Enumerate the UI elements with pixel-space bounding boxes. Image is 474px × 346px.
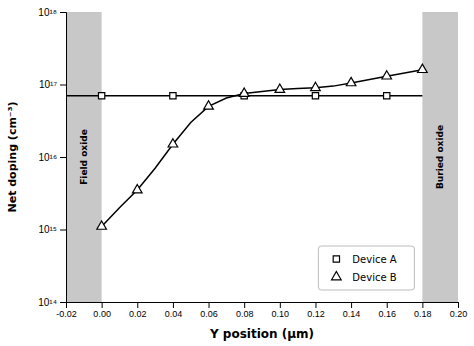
tick-mark [60, 12, 66, 13]
tick-mark [60, 85, 66, 86]
tick: 0.18 [414, 302, 432, 319]
tick-label: 0.20 [450, 309, 468, 319]
tick-mark [60, 230, 66, 231]
marker [204, 101, 214, 109]
legend-label: Device B [352, 272, 396, 283]
tick-label: 10¹⁶ [38, 152, 57, 163]
legend-box [318, 246, 414, 290]
tick: 0.14 [343, 302, 361, 319]
axis-line [67, 303, 459, 309]
marker [311, 82, 321, 90]
legend-label: Device A [352, 254, 396, 265]
region-label: Field oxide [79, 129, 89, 185]
tick-label: 10¹⁴ [38, 297, 57, 308]
tick-mark [387, 302, 388, 308]
legend-symbol [333, 256, 339, 262]
tick-label: 0.18 [414, 309, 432, 319]
x-axis-title: Y position (μm) [209, 327, 314, 341]
tick-label: 10¹⁸ [38, 7, 57, 18]
tick-label: 0.12 [307, 309, 325, 319]
tick-mark [280, 302, 281, 308]
x-axis: -0.02 0.00 0.02 0.04 0.06 0.08 0.10 0.12 0.14 0.1… [56, 302, 467, 319]
tick-label: 0.16 [378, 309, 396, 319]
marker [312, 93, 318, 99]
tick-mark [173, 302, 174, 308]
tick-mark [137, 302, 138, 308]
tick-label: 0.10 [272, 309, 290, 319]
shaded-region [66, 12, 102, 302]
tick: 0.06 [200, 302, 218, 319]
marker [168, 139, 178, 147]
marker [97, 221, 107, 229]
tick-mark [315, 302, 316, 308]
axis-line [60, 13, 67, 303]
tick: 0.10 [272, 302, 290, 319]
tick-mark [458, 302, 459, 308]
tick: 0.16 [378, 302, 396, 319]
tick-label: 10¹⁷ [39, 79, 57, 90]
tick-label: -0.02 [56, 309, 77, 319]
tick: 10¹⁸ [38, 7, 66, 18]
y-axis: 10¹⁴ 10¹⁵ 10¹⁶ 10¹⁷ 10¹⁸ [38, 7, 66, 308]
tick-label: 0.00 [93, 309, 111, 319]
series-line [102, 70, 423, 227]
tick: 10¹⁵ [38, 224, 66, 235]
tick: -0.02 [56, 302, 77, 319]
tick: 0.20 [450, 302, 468, 319]
tick-label: 0.06 [200, 309, 218, 319]
tick-label: 0.02 [129, 309, 147, 319]
marker [98, 93, 104, 99]
tick-label: 0.04 [165, 309, 183, 319]
shaded-region [422, 12, 458, 302]
marker [132, 185, 142, 193]
marker [170, 93, 176, 99]
tick-mark [351, 302, 352, 308]
tick: 10¹⁷ [39, 79, 66, 90]
marker [275, 84, 285, 92]
tick-label: 0.14 [343, 309, 361, 319]
tick-mark [422, 302, 423, 308]
marker [239, 88, 249, 96]
tick: 10¹⁴ [38, 297, 66, 308]
tick-label: 10¹⁵ [38, 224, 57, 235]
tick: 0.00 [93, 302, 111, 319]
tick-label: 0.08 [236, 309, 254, 319]
tick: 0.08 [236, 302, 254, 319]
tick: 0.04 [165, 302, 183, 319]
tick-mark [244, 302, 245, 308]
marker [346, 77, 356, 85]
tick-mark [209, 302, 210, 308]
marker [382, 71, 392, 79]
y-axis-title: Net doping (cm⁻³) [6, 101, 19, 212]
marker [418, 64, 428, 72]
tick: 10¹⁶ [38, 152, 66, 163]
legend-symbol [332, 271, 342, 279]
tick-mark [60, 302, 66, 303]
plot-area [66, 12, 458, 302]
tick-mark [60, 157, 66, 158]
tick: 0.02 [129, 302, 147, 319]
marker [384, 93, 390, 99]
tick: 0.12 [307, 302, 325, 319]
legend: Device A Device B [318, 246, 414, 290]
chart: -0.02 0.00 0.02 0.04 0.06 0.08 0.10 0.12 0.14 0.1… [0, 0, 474, 346]
tick-mark [102, 302, 103, 308]
region-label: Buried oxide [435, 125, 445, 189]
